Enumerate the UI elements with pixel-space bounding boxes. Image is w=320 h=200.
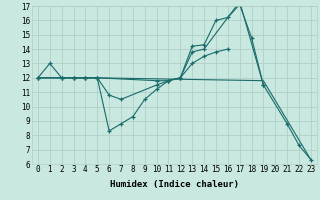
X-axis label: Humidex (Indice chaleur): Humidex (Indice chaleur): [110, 180, 239, 189]
